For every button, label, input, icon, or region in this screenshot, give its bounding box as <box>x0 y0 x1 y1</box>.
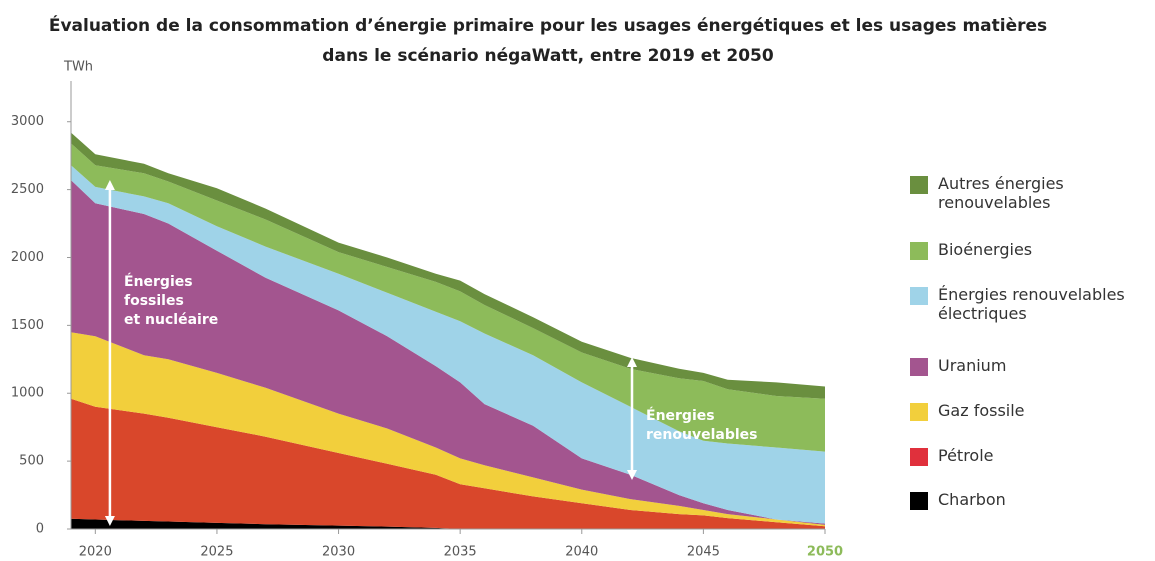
legend-swatch <box>910 492 928 510</box>
x-tick-label: 2050 <box>807 545 843 560</box>
x-tick-label: 2040 <box>565 545 598 560</box>
y-tick-label: 2000 <box>11 250 44 265</box>
y-tick-label: 0 <box>36 522 44 537</box>
legend-label: Bioénergies <box>938 240 1033 259</box>
legend-item: Bioénergies <box>910 240 1130 260</box>
chart-title: dans le scénario négaWatt, entre 2019 et… <box>322 46 774 66</box>
area <box>71 180 825 525</box>
legend-item: Pétrole <box>910 446 1130 466</box>
x-tick-label: 2035 <box>444 545 477 560</box>
legend-item: Gaz fossile <box>910 401 1130 421</box>
legend-label: Énergies renouvelables électriques <box>938 285 1125 323</box>
legend-label: Gaz fossile <box>938 401 1025 420</box>
legend-swatch <box>910 448 928 466</box>
legend-swatch <box>910 358 928 376</box>
annotation: et nucléaire <box>124 312 218 328</box>
x-tick-label: 2025 <box>200 545 233 560</box>
legend-label: Autres énergies renouvelables <box>938 174 1064 212</box>
y-tick-label: 2500 <box>11 182 44 197</box>
legend-item: Autres énergies renouvelables <box>910 174 1130 212</box>
legend-label: Uranium <box>938 356 1007 375</box>
annotation: renouvelables <box>646 427 757 443</box>
y-tick-label: 500 <box>19 454 44 469</box>
x-tick-label: 2045 <box>687 545 720 560</box>
legend-swatch <box>910 176 928 194</box>
annotation: Énergies <box>124 273 193 290</box>
legend-item: Charbon <box>910 490 1130 510</box>
y-tick-label: 3000 <box>11 114 44 129</box>
x-tick-label: 2020 <box>79 545 112 560</box>
chart-title: Évaluation de la consommation d’énergie … <box>49 14 1047 36</box>
y-tick-label: 1000 <box>11 386 44 401</box>
legend-item: Uranium <box>910 356 1130 376</box>
legend-label: Pétrole <box>938 446 994 465</box>
y-tick-label: 1500 <box>11 318 44 333</box>
legend-label: Charbon <box>938 490 1006 509</box>
x-tick-label: 2030 <box>322 545 355 560</box>
legend-swatch <box>910 242 928 260</box>
y-axis-label: TWh <box>63 60 93 75</box>
area <box>71 398 825 529</box>
annotation: Énergies <box>646 407 715 424</box>
area <box>71 518 825 529</box>
legend-swatch <box>910 403 928 421</box>
legend-item: Énergies renouvelables électriques <box>910 285 1130 323</box>
annotation: fossiles <box>124 293 184 309</box>
legend-swatch <box>910 287 928 305</box>
